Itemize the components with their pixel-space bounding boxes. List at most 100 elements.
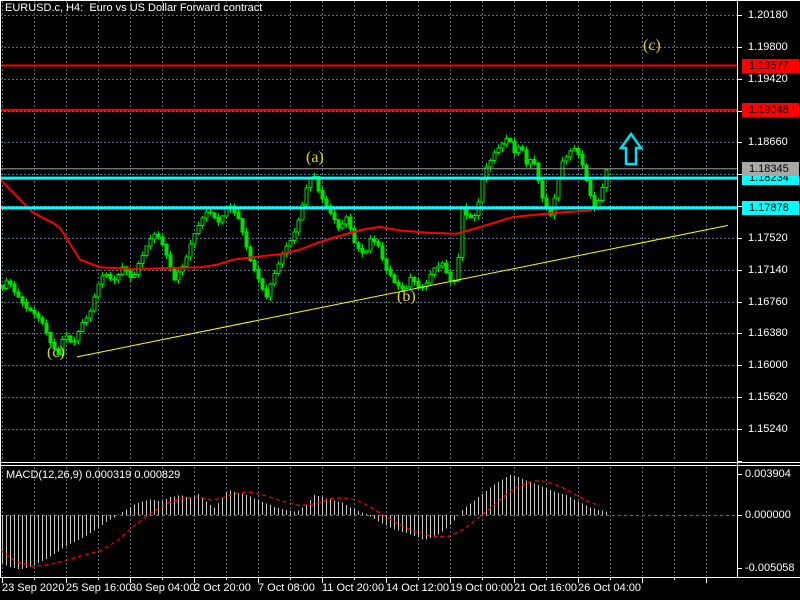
candle-body — [580, 153, 585, 166]
candle-body — [140, 255, 145, 265]
candle-body — [116, 274, 121, 281]
candle-body — [12, 283, 17, 293]
candle-body — [336, 219, 341, 229]
candle-body — [480, 179, 485, 203]
candle-body — [108, 274, 113, 280]
candle-body — [252, 260, 257, 270]
candle-body — [504, 138, 509, 145]
candle-body — [164, 244, 169, 256]
candle-body — [436, 265, 441, 269]
candle-body — [492, 152, 497, 162]
candle-body — [572, 148, 577, 152]
candle-body — [316, 176, 321, 191]
candle-body — [376, 240, 381, 247]
candle-body — [588, 180, 593, 196]
time-axis-label: 7 Oct 08:00 — [258, 582, 315, 594]
grid-lines — [0, 1, 737, 576]
candle-body — [472, 215, 477, 219]
price-axis-label: 1.16380 — [748, 327, 788, 340]
candle-body — [60, 338, 65, 355]
candle-body — [24, 302, 29, 309]
time-axis-label: 23 Sep 2020 — [2, 582, 65, 594]
candle-body — [196, 225, 201, 235]
candle-body — [80, 322, 85, 333]
candle-body — [208, 211, 213, 214]
panel-borders — [0, 0, 800, 583]
time-axis-label: 11 Oct 20:00 — [322, 582, 385, 594]
candle-body — [416, 281, 421, 289]
candle-body — [516, 146, 521, 154]
up-arrow-icon[interactable] — [618, 131, 644, 166]
candle-body — [520, 146, 525, 151]
candle-body — [144, 245, 149, 257]
elliott-wave-label[interactable]: (b) — [397, 288, 416, 305]
candle-body — [380, 245, 385, 260]
trendline[interactable] — [76, 224, 729, 358]
time-axis-label: 19 Oct 00:00 — [450, 582, 513, 594]
candle-body — [456, 256, 461, 282]
candle-body — [500, 143, 505, 149]
price-level-label: 1.19577 — [742, 58, 799, 73]
candle-body — [232, 205, 237, 214]
candle-body — [300, 204, 305, 221]
candle-body — [176, 271, 181, 281]
time-axis-label: 30 Sep 04:00 — [130, 582, 196, 594]
macd-axis-label: -0.005058 — [745, 562, 795, 575]
candle-body — [540, 180, 545, 199]
candle-body — [296, 219, 301, 233]
chart-title: EURUSD.c, H4: Euro vs US Dollar Forward … — [5, 2, 263, 14]
candle-body — [236, 212, 241, 220]
candle-body — [276, 263, 281, 274]
candle-body — [212, 212, 217, 218]
candle-body — [496, 147, 501, 154]
elliott-wave-label[interactable]: (c) — [47, 344, 65, 361]
candle-body — [8, 280, 13, 285]
candle-body — [556, 178, 561, 199]
time-axis-label: 25 Sep 16:00 — [66, 582, 132, 594]
elliott-wave-label[interactable]: (c) — [643, 37, 661, 54]
candle-body — [340, 223, 345, 229]
elliott-wave-label[interactable]: (a) — [306, 149, 324, 166]
candle-body — [536, 163, 541, 182]
candle-body — [288, 239, 293, 247]
candle-body — [244, 231, 249, 248]
candle-body — [128, 270, 133, 279]
candle-body — [600, 186, 605, 201]
price-level-label: 1.19048 — [742, 102, 799, 117]
candle-body — [100, 275, 105, 285]
candle-body — [508, 138, 513, 143]
candle-body — [392, 274, 397, 283]
macd-indicator-label: MACD(12,26,9) 0.000319 0.000829 — [6, 469, 181, 481]
candle-body — [360, 248, 365, 254]
bid-price-label: 1.18345 — [742, 161, 799, 176]
candle-body — [368, 238, 373, 252]
candle-body — [484, 166, 489, 181]
candle-body — [112, 278, 117, 281]
candle-body — [36, 313, 41, 319]
moving-average-line[interactable] — [0, 178, 593, 270]
candle-body — [532, 158, 537, 165]
horizontal-levels[interactable] — [0, 64, 737, 210]
candle-body — [564, 156, 569, 162]
candle-body — [120, 266, 125, 276]
candle-body — [332, 212, 337, 221]
candle-body — [528, 158, 533, 165]
candle-body — [396, 281, 401, 287]
candle-body — [204, 211, 209, 219]
candle-body — [84, 317, 89, 324]
candle-body — [576, 148, 581, 155]
candle-body — [52, 342, 57, 350]
candle-body — [524, 149, 529, 165]
time-axis-label: 26 Oct 04:00 — [578, 582, 641, 594]
candle-body — [28, 307, 33, 312]
candle-body — [132, 273, 137, 278]
candle-body — [192, 233, 197, 245]
candle-body — [72, 340, 77, 343]
candle-body — [440, 262, 445, 267]
candle-body — [160, 236, 165, 246]
time-axis-label: 2 Oct 20:00 — [194, 582, 251, 594]
candle-body — [404, 286, 409, 290]
candle-body — [544, 197, 549, 209]
candle-body — [324, 198, 329, 207]
